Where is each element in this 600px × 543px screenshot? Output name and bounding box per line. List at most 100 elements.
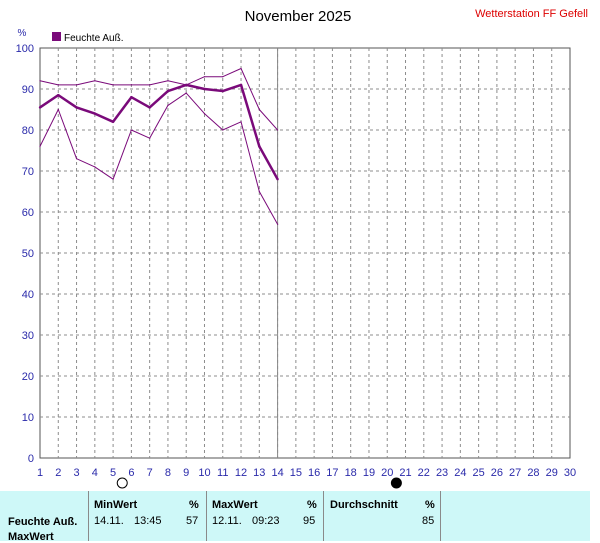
data-point-min [276,223,279,225]
legend-swatch [52,32,61,41]
y-tick-label: 50 [22,248,34,260]
y-tick-label: 40 [22,289,34,301]
data-point-max [258,108,260,111]
y-tick-label: 60 [22,207,34,219]
chart-title: November 2025 [245,8,352,25]
stats-divider [440,491,441,541]
stats-divider [206,491,207,541]
max-header: MaxWert [212,499,258,511]
x-tick-label: 14 [271,467,283,479]
data-point-max [222,76,224,78]
series-line-mean [39,83,279,180]
x-tick-label: 11 [217,467,228,479]
x-tick-label: 23 [436,467,448,479]
window-edge [590,0,600,541]
y-tick-label: 30 [22,330,34,342]
data-point-min [203,113,206,115]
data-point-max [203,76,206,78]
x-tick-label: 12 [235,467,247,479]
x-tick-label: 26 [491,467,503,479]
x-tick-label: 18 [345,467,357,479]
avg-unit: % [425,499,435,511]
x-tick-label: 2 [55,467,61,479]
data-point-max [149,84,151,86]
avg-value: 85 [422,515,435,527]
x-tick-label: 28 [527,467,539,479]
data-point-mean [111,120,115,124]
data-point-min [94,166,96,168]
min-value: 57 [186,515,199,527]
data-point-min [130,129,132,131]
x-tick-label: 19 [363,467,375,479]
data-point-mean [148,106,151,109]
x-tick-label: 17 [326,467,338,479]
data-point-min [57,108,59,111]
min-date: 14.11. [94,515,124,527]
x-tick-label: 25 [472,467,484,479]
min-header: MinWert [94,499,138,511]
x-tick-label: 7 [147,467,153,479]
x-tick-label: 22 [418,467,430,479]
data-point-min [39,145,41,147]
grid-lines [39,47,571,459]
data-point-max [167,80,169,82]
data-point-min [112,178,114,180]
row2-label: MaxWert [8,531,54,543]
data-point-mean [57,93,60,97]
y-tick-label: 70 [22,166,34,178]
data-point-mean [75,106,78,109]
statistics-panel: MinWert % MaxWert % Durchschnitt % Feuch… [0,491,600,543]
y-tick-label: 100 [16,43,34,55]
data-point-mean [93,112,97,115]
data-point-max [39,80,41,82]
x-tick-label: 27 [509,467,521,479]
y-tick-label: 20 [22,371,34,383]
legend-label: Feuchte Auß. [64,33,123,44]
moon-phases [116,477,402,489]
data-point-max [276,129,279,131]
x-tick-label: 4 [92,467,98,479]
station-name: Wetterstation FF Gefell [475,8,588,20]
data-point-max [57,84,59,86]
x-tick-label: 20 [381,467,393,479]
max-date: 12.11. [212,515,242,527]
avg-header: Durchschnitt [330,499,398,511]
y-tick-label: 10 [22,412,34,424]
data-point-max [112,84,114,86]
row-label: Feuchte Auß. [8,516,78,528]
x-axis: 1 2 3 4 5 6 7 8 9 10 11 12 13 14 15 16 17 18 19 20 21 22 23 24 2… [37,467,576,479]
data-point-mean [130,96,133,99]
stats-divider [323,491,324,541]
plot-lines [38,67,279,225]
data-point-min [240,121,242,123]
data-point-max [94,80,96,82]
x-tick-label: 24 [454,467,466,479]
y-tick-label: 0 [28,453,34,465]
data-point-mean [221,89,224,93]
data-point-max [240,67,242,70]
x-tick-label: 1 [37,467,43,479]
humidity-chart: November 2025 Wetterstation FF Gefell % … [16,8,588,489]
max-unit: % [307,499,317,511]
data-point-min [258,190,260,193]
max-time: 09:23 [252,515,280,527]
y-tick-label: 90 [22,84,34,96]
data-point-mean [166,89,170,93]
moon-new-icon [390,477,402,489]
y-tick-label: 80 [22,125,34,137]
x-tick-label: 21 [399,467,411,479]
data-point-max [185,84,187,86]
x-tick-label: 15 [290,467,302,479]
min-time: 13:45 [134,515,162,527]
data-point-min [75,158,78,160]
min-unit: % [189,499,199,511]
x-tick-label: 30 [564,467,576,479]
stats-divider [88,491,89,541]
x-tick-label: 8 [165,467,171,479]
data-point-min [222,129,224,131]
data-point-max [130,84,132,86]
x-tick-label: 29 [546,467,558,479]
x-tick-label: 10 [198,467,210,479]
data-point-min [185,92,187,94]
series-line-max [39,68,278,131]
